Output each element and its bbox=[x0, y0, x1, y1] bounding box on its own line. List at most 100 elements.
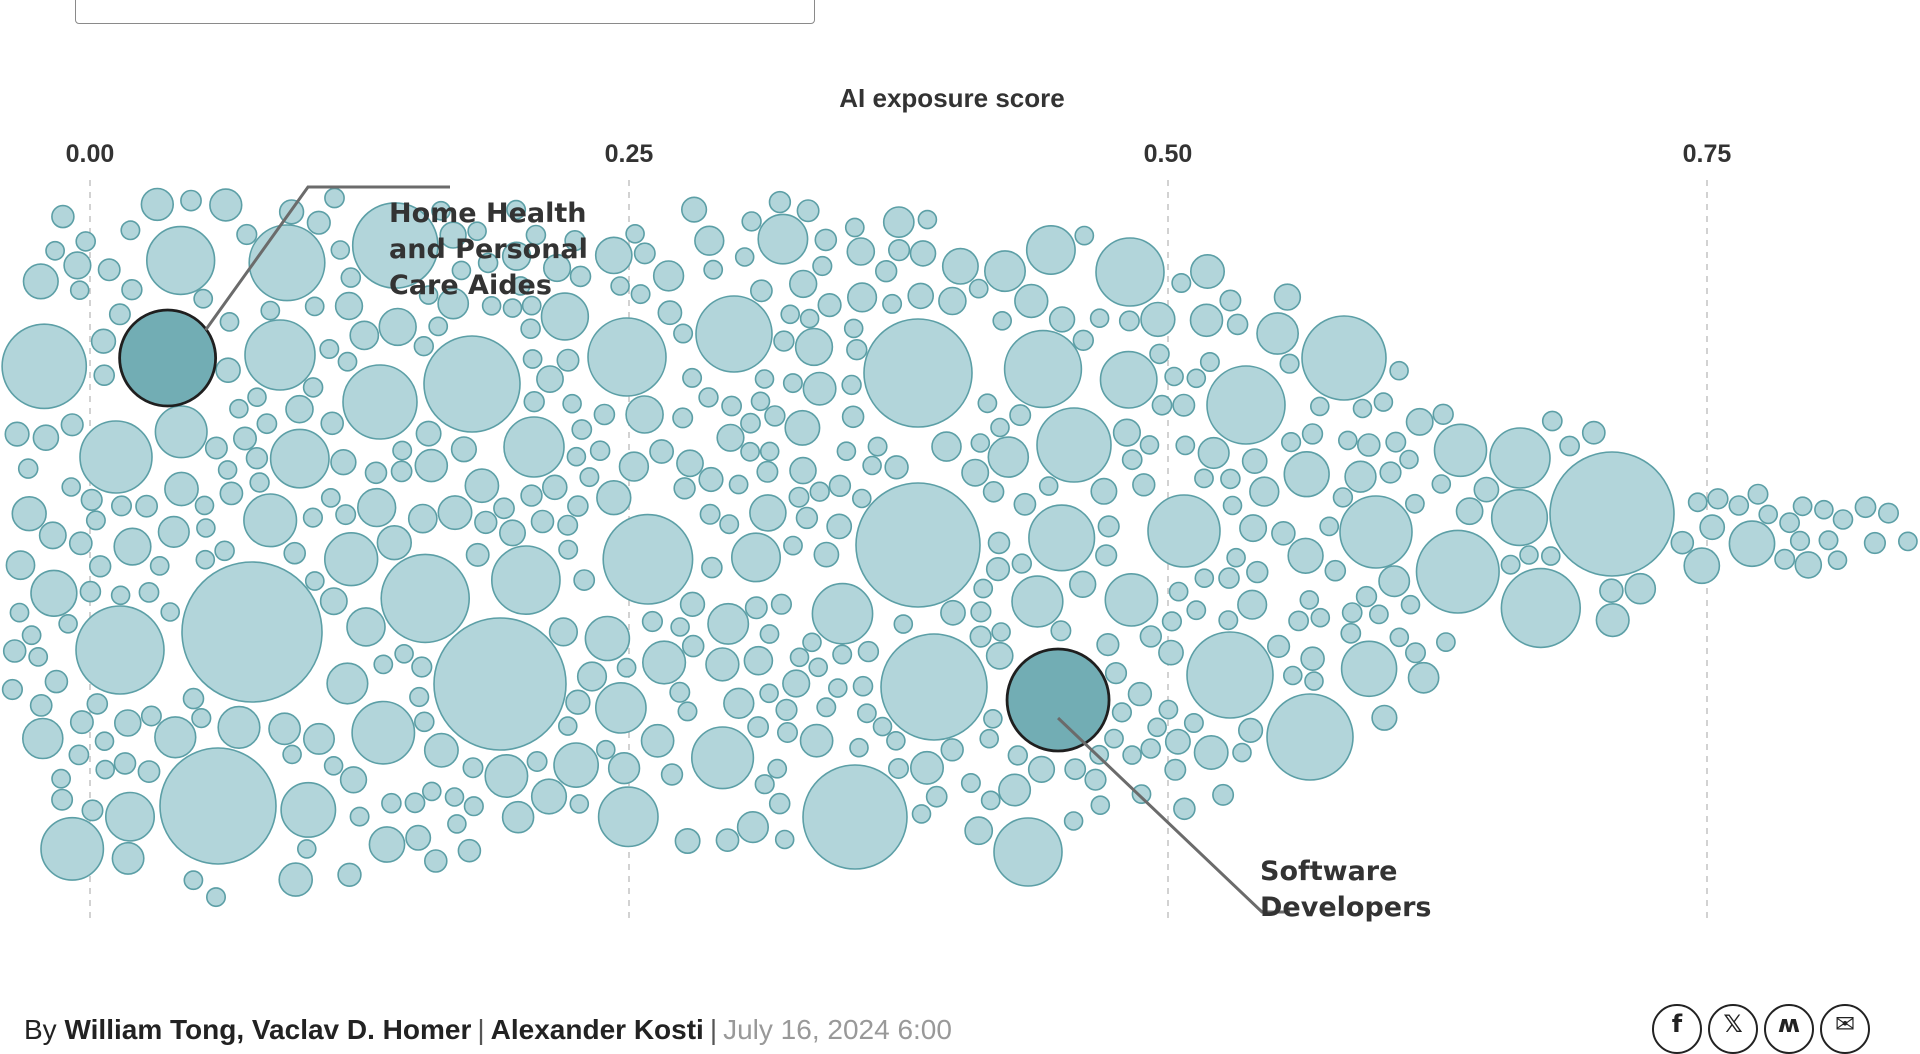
occupation-bubble[interactable] bbox=[1164, 366, 1184, 387]
occupation-bubble[interactable] bbox=[302, 722, 335, 755]
occupation-bubble[interactable] bbox=[1266, 693, 1354, 781]
occupation-bubble[interactable] bbox=[569, 265, 592, 288]
occupation-bubble[interactable] bbox=[219, 311, 240, 332]
occupation-bubble[interactable] bbox=[548, 617, 579, 647]
occupation-bubble[interactable] bbox=[676, 449, 704, 478]
occupation-bubble[interactable] bbox=[1194, 568, 1215, 589]
occupation-bubble[interactable] bbox=[764, 405, 786, 427]
occupation-bubble[interactable] bbox=[857, 640, 880, 663]
occupation-bubble[interactable] bbox=[204, 436, 228, 460]
occupation-bubble[interactable] bbox=[1232, 742, 1252, 763]
occupation-bubble[interactable] bbox=[846, 237, 876, 266]
occupation-bubble[interactable] bbox=[1239, 514, 1268, 543]
occupation-bubble[interactable] bbox=[744, 596, 768, 620]
occupation-bubble[interactable] bbox=[694, 225, 725, 256]
occupation-bubble[interactable] bbox=[799, 723, 834, 758]
occupation-bubble[interactable] bbox=[450, 436, 478, 463]
occupation-bubble[interactable] bbox=[816, 697, 837, 718]
occupation-bubble[interactable] bbox=[342, 364, 418, 440]
occupation-bubble[interactable] bbox=[1433, 423, 1488, 478]
occupation-bubble[interactable] bbox=[1048, 306, 1076, 333]
occupation-bubble[interactable] bbox=[245, 447, 269, 470]
occupation-bubble[interactable] bbox=[1779, 512, 1801, 534]
occupation-bubble[interactable] bbox=[673, 323, 694, 344]
occupation-bubble[interactable] bbox=[909, 240, 937, 267]
occupation-bubble[interactable] bbox=[1063, 811, 1084, 831]
occupation-bubble[interactable] bbox=[135, 494, 159, 518]
occupation-bubble[interactable] bbox=[319, 587, 348, 616]
occupation-bubble[interactable] bbox=[882, 293, 903, 314]
occupation-bubble[interactable] bbox=[1369, 604, 1389, 625]
occupation-bubble[interactable] bbox=[827, 678, 848, 698]
occupation-bubble[interactable] bbox=[378, 307, 417, 347]
x-share-icon[interactable]: 𝕏 bbox=[1708, 1004, 1758, 1054]
occupation-bubble[interactable] bbox=[607, 751, 641, 785]
occupation-bubble[interactable] bbox=[1104, 728, 1124, 749]
occupation-bubble[interactable] bbox=[413, 711, 435, 733]
occupation-bubble[interactable] bbox=[941, 247, 979, 285]
occupation-bubble[interactable] bbox=[584, 615, 631, 662]
occupation-bubble[interactable] bbox=[1415, 529, 1500, 614]
email-share-icon[interactable]: ✉ bbox=[1820, 1004, 1870, 1054]
occupation-bubble[interactable] bbox=[373, 654, 394, 675]
occupation-bubble[interactable] bbox=[1814, 499, 1834, 520]
occupation-bubble[interactable] bbox=[97, 258, 121, 282]
occupation-bubble[interactable] bbox=[451, 260, 472, 281]
occupation-bubble[interactable] bbox=[1, 323, 88, 410]
occupation-bubble[interactable] bbox=[1405, 493, 1425, 514]
occupation-bubble[interactable] bbox=[1288, 610, 1310, 632]
occupation-bubble[interactable] bbox=[1371, 704, 1398, 731]
occupation-bubble[interactable] bbox=[140, 705, 162, 727]
occupation-bubble[interactable] bbox=[1728, 520, 1776, 568]
occupation-bubble[interactable] bbox=[964, 816, 994, 846]
occupation-bubble[interactable] bbox=[248, 224, 326, 302]
occupation-bubble[interactable] bbox=[998, 773, 1032, 807]
occupation-bubble[interactable] bbox=[154, 405, 208, 459]
occupation-bubble[interactable] bbox=[1131, 784, 1152, 805]
occupation-bubble[interactable] bbox=[51, 768, 72, 789]
occupation-bubble[interactable] bbox=[5, 550, 36, 581]
occupation-bubble[interactable] bbox=[1050, 620, 1072, 642]
occupation-bubble[interactable] bbox=[723, 687, 755, 719]
occupation-bubble[interactable] bbox=[1338, 430, 1358, 451]
occupation-bubble[interactable] bbox=[887, 757, 909, 779]
occupation-bubble[interactable] bbox=[1818, 530, 1839, 551]
occupation-bubble[interactable] bbox=[415, 420, 442, 447]
occupation-bubble[interactable] bbox=[1249, 476, 1280, 507]
occupation-bubble[interactable] bbox=[565, 689, 591, 715]
occupation-bubble[interactable] bbox=[423, 849, 448, 873]
occupation-bubble[interactable] bbox=[1747, 483, 1769, 505]
occupation-bubble[interactable] bbox=[1792, 496, 1813, 517]
occupation-bubble[interactable] bbox=[553, 742, 600, 789]
occupation-bubble[interactable] bbox=[9, 602, 30, 623]
occupation-bubble[interactable] bbox=[113, 752, 137, 775]
occupation-bubble[interactable] bbox=[1013, 492, 1037, 516]
occupation-bubble[interactable] bbox=[1003, 329, 1083, 409]
occupation-bubble[interactable] bbox=[1007, 745, 1028, 766]
occupation-bubble[interactable] bbox=[884, 455, 909, 480]
occupation-bubble[interactable] bbox=[433, 617, 567, 751]
occupation-bubble[interactable] bbox=[1074, 225, 1095, 246]
occupation-bubble[interactable] bbox=[1436, 632, 1456, 653]
occupation-bubble[interactable] bbox=[750, 279, 773, 303]
occupation-bubble[interactable] bbox=[1173, 797, 1196, 821]
occupation-bubble[interactable] bbox=[1271, 520, 1296, 546]
occupation-bubble[interactable] bbox=[1683, 547, 1721, 585]
occupation-bubble[interactable] bbox=[530, 778, 568, 815]
occupation-bubble[interactable] bbox=[337, 862, 362, 887]
occupation-bubble[interactable] bbox=[576, 661, 608, 692]
occupation-bubble[interactable] bbox=[1025, 225, 1076, 276]
occupation-bubble[interactable] bbox=[640, 723, 675, 758]
occupation-bubble[interactable] bbox=[1301, 315, 1387, 401]
occupation-bubble[interactable] bbox=[1352, 398, 1373, 419]
occupation-bubble[interactable] bbox=[1193, 734, 1229, 770]
occupation-bubble[interactable] bbox=[68, 531, 93, 556]
occupation-bubble[interactable] bbox=[260, 300, 281, 321]
occupation-bubble[interactable] bbox=[828, 474, 852, 497]
occupation-bubble[interactable] bbox=[673, 477, 696, 500]
occupation-bubble[interactable] bbox=[736, 810, 770, 844]
occupation-bubble[interactable] bbox=[652, 260, 685, 292]
occupation-bubble[interactable] bbox=[1273, 283, 1302, 311]
occupation-bubble[interactable] bbox=[1161, 611, 1182, 632]
occupation-bubble[interactable] bbox=[1164, 728, 1191, 755]
